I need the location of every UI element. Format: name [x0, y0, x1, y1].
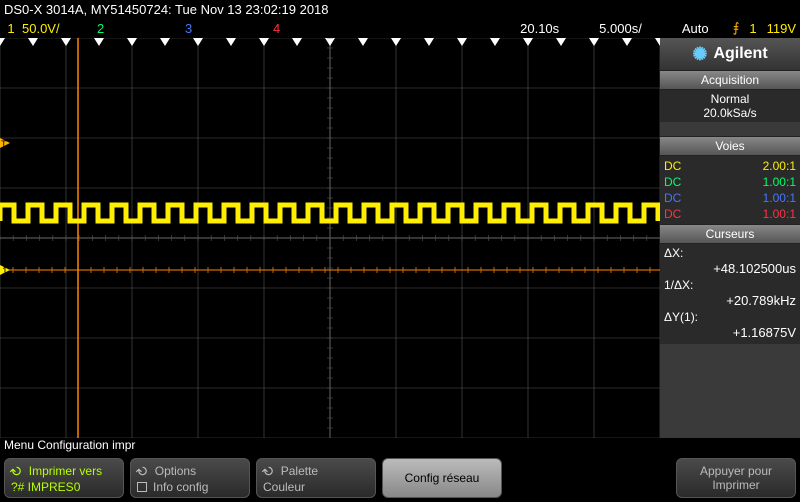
ch2-num[interactable]: 2 [94, 21, 108, 36]
sweep-mode: Auto [682, 21, 709, 36]
dx-value: +48.102500us [664, 260, 796, 278]
agilent-spark-icon: ✺ [692, 44, 707, 65]
side-panel: ✺ Agilent Acquisition Normal 20.0kSa/s V… [660, 38, 800, 438]
dy-label: ΔY(1): [664, 310, 796, 324]
model-text: DS0-X 3014A, MY51450724: Tue Nov 13 23:0… [4, 2, 329, 17]
curseurs-header: Curseurs [660, 224, 800, 244]
voies-header: Voies [660, 136, 800, 156]
voies-row: DC1.00:1 [664, 206, 796, 222]
brand-logo: ✺ Agilent [660, 38, 800, 70]
trigger-channel: 1 [749, 21, 756, 36]
acquisition-body: Normal 20.0kSa/s [660, 90, 800, 122]
cycle-icon: ↻ [133, 461, 153, 481]
brand-text: Agilent [713, 45, 767, 63]
ch3-num[interactable]: 3 [182, 21, 196, 36]
softkey-bar: ↻Imprimer vers ?# IMPRES0 ↻Options Info … [0, 454, 800, 502]
ch1-num[interactable]: 1 [4, 21, 18, 36]
cycle-icon: ↻ [7, 461, 27, 481]
checkbox-icon [137, 482, 147, 492]
channel-readout-bar: 1 50.0V/ 2 3 4 20.10s 5.000s/ Auto ⨎ 1 1… [0, 18, 800, 38]
softkey-press-to-print[interactable]: Appuyer pour Imprimer [676, 458, 796, 498]
cycle-icon: ↻ [259, 461, 279, 481]
svg-text:1: 1 [2, 266, 8, 277]
idx-label: 1/ΔX: [664, 278, 796, 292]
acq-mode: Normal [664, 92, 796, 106]
softkey-options[interactable]: ↻Options Info config [130, 458, 250, 498]
trigger-readout: ⨎ 1 119V [733, 20, 796, 36]
oscilloscope-screen: DS0-X 3014A, MY51450724: Tue Nov 13 23:0… [0, 0, 800, 502]
curseurs-body: ΔX: +48.102500us 1/ΔX: +20.789kHz ΔY(1):… [660, 244, 800, 344]
ch4-num[interactable]: 4 [270, 21, 284, 36]
ch1-setting: 50.0V/ [22, 21, 60, 36]
waveform-display[interactable]: 1T [0, 38, 660, 438]
acquisition-header: Acquisition [660, 70, 800, 90]
idx-value: +20.789kHz [664, 292, 796, 310]
voies-row: DC1.00:1 [664, 190, 796, 206]
trigger-level: 119V [767, 21, 796, 36]
time-per-div: 5.000s/ [599, 21, 642, 36]
softkey-network[interactable]: Config réseau [382, 458, 502, 498]
acq-rate: 20.0kSa/s [664, 106, 796, 120]
softkey-print-to[interactable]: ↻Imprimer vers ?# IMPRES0 [4, 458, 124, 498]
voies-row: DC1.00:1 [664, 174, 796, 190]
softkey-palette[interactable]: ↻Palette Couleur [256, 458, 376, 498]
dy-value: +1.16875V [664, 324, 796, 342]
voies-body: DC2.00:1DC1.00:1DC1.00:1DC1.00:1 [660, 156, 800, 224]
model-info-bar: DS0-X 3014A, MY51450724: Tue Nov 13 23:0… [0, 0, 800, 18]
svg-text:T: T [1, 139, 7, 149]
dx-label: ΔX: [664, 246, 796, 260]
menu-title: Menu Configuration impr [0, 438, 800, 454]
time-position: 20.10s [520, 21, 559, 36]
voies-row: DC2.00:1 [664, 158, 796, 174]
trigger-edge-icon: ⨎ [733, 20, 740, 36]
